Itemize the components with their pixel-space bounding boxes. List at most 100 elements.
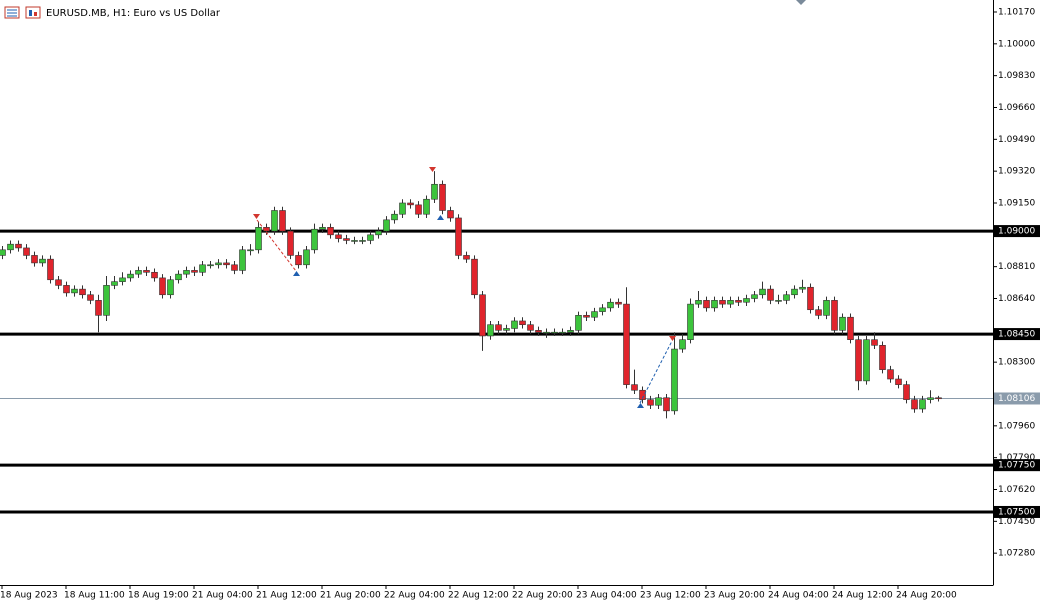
y-tick-label: 1.09490 bbox=[998, 135, 1035, 145]
trade-line bbox=[639, 340, 673, 404]
candle-body bbox=[447, 210, 454, 219]
candle-body bbox=[23, 247, 30, 256]
candle-body bbox=[87, 294, 94, 301]
candle-body bbox=[623, 303, 630, 385]
candle-body bbox=[775, 300, 782, 302]
x-tick-label: 21 Aug 12:00 bbox=[256, 591, 317, 601]
candle-body bbox=[0, 249, 6, 256]
candle-body bbox=[511, 320, 518, 329]
candle-body bbox=[919, 399, 926, 410]
candle-body bbox=[31, 255, 38, 264]
level-label: 1.07500 bbox=[998, 507, 1035, 517]
candle-body bbox=[231, 264, 238, 271]
candle-body bbox=[799, 286, 806, 290]
level-label-bg bbox=[994, 505, 1040, 518]
candle-body bbox=[79, 288, 86, 296]
candle-body bbox=[791, 288, 798, 296]
candle-body bbox=[815, 309, 822, 316]
candle-body bbox=[143, 270, 150, 273]
candle-body bbox=[423, 198, 430, 215]
candle-body bbox=[127, 273, 134, 279]
candle-body bbox=[391, 213, 398, 221]
icon-bar bbox=[34, 12, 37, 16]
candle-body bbox=[911, 399, 918, 410]
candle-body bbox=[903, 384, 910, 400]
candle-body bbox=[607, 301, 614, 309]
y-tick-label: 1.08300 bbox=[998, 358, 1035, 368]
candle-body bbox=[767, 288, 774, 301]
candle-body bbox=[431, 183, 438, 200]
candle-body bbox=[375, 230, 382, 236]
y-tick-label: 1.07620 bbox=[998, 485, 1035, 495]
candle-body bbox=[703, 300, 710, 309]
price-label-bg bbox=[994, 392, 1040, 405]
level-label-bg bbox=[994, 225, 1040, 238]
candle-body bbox=[927, 397, 934, 400]
candle-body bbox=[783, 294, 790, 301]
candle-body bbox=[575, 315, 582, 331]
candle-body bbox=[895, 378, 902, 385]
level-label-bg bbox=[994, 459, 1040, 472]
y-tick-label: 1.09660 bbox=[998, 103, 1035, 113]
candle-body bbox=[543, 331, 550, 334]
shift-marker bbox=[796, 0, 806, 5]
candle-body bbox=[655, 397, 662, 406]
candle-body bbox=[751, 294, 758, 299]
candle-body bbox=[759, 288, 766, 296]
candle-body bbox=[135, 270, 142, 275]
x-tick-label: 24 Aug 20:00 bbox=[896, 591, 957, 601]
candle-body bbox=[111, 281, 118, 286]
price-label: 1.08106 bbox=[998, 394, 1035, 404]
candle-body bbox=[887, 369, 894, 380]
candle-body bbox=[343, 238, 350, 241]
candle-body bbox=[839, 316, 846, 331]
candle-body bbox=[159, 277, 166, 296]
candle-body bbox=[71, 288, 78, 294]
candle-body bbox=[223, 262, 230, 266]
candle-body bbox=[519, 320, 526, 326]
candle-body bbox=[743, 298, 750, 303]
icon bbox=[25, 6, 41, 19]
y-tick-label: 1.09830 bbox=[998, 71, 1035, 81]
candle-body bbox=[727, 300, 734, 305]
candle-body bbox=[495, 324, 502, 331]
candle-body bbox=[279, 210, 286, 232]
candle-body bbox=[295, 255, 302, 266]
candle-body bbox=[687, 303, 694, 340]
candle-body bbox=[199, 264, 206, 273]
candle-body bbox=[503, 328, 510, 331]
y-tick-label: 1.09150 bbox=[998, 198, 1035, 208]
candle-body bbox=[383, 219, 390, 232]
x-tick-label: 18 Aug 2023 bbox=[0, 591, 58, 601]
x-tick-label: 18 Aug 11:00 bbox=[64, 591, 125, 601]
x-tick-label: 23 Aug 20:00 bbox=[704, 591, 765, 601]
candle-body bbox=[103, 285, 110, 316]
level-label-bg bbox=[994, 328, 1040, 341]
candle-body bbox=[463, 255, 470, 260]
candle-body bbox=[855, 339, 862, 382]
y-tick-label: 1.10170 bbox=[998, 7, 1035, 17]
candle-body bbox=[215, 262, 222, 266]
chart-title: EURUSD.MB, H1: Euro vs US Dollar bbox=[46, 8, 221, 19]
candle-body bbox=[663, 397, 670, 412]
candle-body bbox=[359, 240, 366, 242]
level-label: 1.07750 bbox=[998, 461, 1035, 471]
candle-body bbox=[287, 230, 294, 256]
candle-body bbox=[879, 345, 886, 370]
plot-area bbox=[0, 171, 993, 514]
candle-body bbox=[807, 286, 814, 311]
candle-body bbox=[935, 397, 942, 400]
candle-body bbox=[695, 300, 702, 305]
buy-arrow bbox=[637, 403, 644, 408]
candle-body bbox=[15, 243, 22, 249]
y-tick-label: 1.07450 bbox=[998, 517, 1035, 527]
candle-body bbox=[183, 270, 190, 275]
candle-body bbox=[311, 228, 318, 251]
candle-body bbox=[719, 300, 726, 305]
candle-body bbox=[527, 324, 534, 331]
candle-body bbox=[63, 285, 70, 294]
candle-body bbox=[271, 210, 278, 232]
buy-arrow bbox=[437, 215, 444, 220]
